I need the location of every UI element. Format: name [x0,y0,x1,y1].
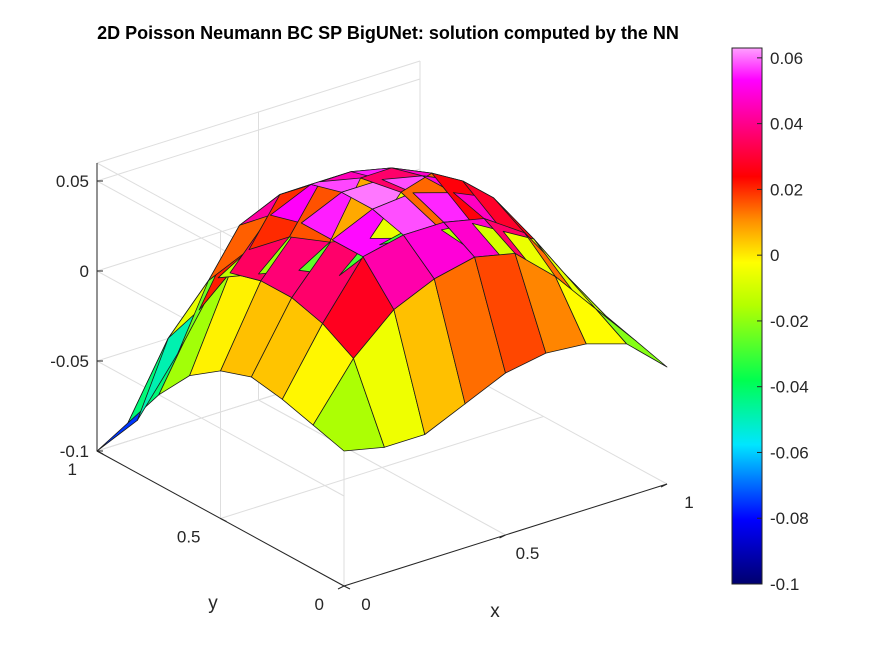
z-tick-label: -0.05 [50,352,89,371]
y-tick-label: 0.5 [177,528,201,547]
x-tick-label: 0 [361,595,370,614]
y-tick-label: 1 [68,460,77,479]
colorbar-tick-label: 0.04 [770,115,803,134]
x-axis-label: x [490,601,500,622]
colorbar-tick-label: -0.04 [770,378,809,397]
chart-title: 2D Poisson Neumann BC SP BigUNet: soluti… [97,23,679,43]
y-tick-mark [343,585,351,590]
x-tick-mark [499,534,506,539]
x-tick-mark [660,483,668,488]
x-tick-mark [337,585,345,590]
y-tick-mark [220,518,227,522]
z-tick-label: -0.1 [60,442,89,461]
colorbar-tick-label: -0.02 [770,312,809,331]
y-tick-mark [96,450,104,455]
y-tick-label: 0 [315,595,324,614]
z-tick-label: 0.05 [56,172,89,191]
colorbar: -0.1 -0.08 -0.06 -0.04 -0.02 0 0.02 0.04 0.06 [731,47,809,594]
colorbar-gradient [731,47,763,585]
colorbar-tick-label: -0.1 [770,575,799,594]
z-tick-label: 0 [80,262,89,281]
tick-labels: -0.1 -0.05 0 0.05 0 0.5 1 0 0.5 1 [50,172,693,614]
x-tick-label: 0.5 [516,544,540,563]
colorbar-tick-label: -0.06 [770,443,809,462]
colorbar-tick-label: 0.06 [770,49,803,68]
x-tick-label: 1 [684,493,693,512]
y-axis-label: y [208,593,218,614]
grid-line-y-floor [220,416,544,519]
surface-plot [96,167,668,452]
colorbar-tick-label: -0.08 [770,509,809,528]
colorbar-tick-label: 0.02 [770,180,803,199]
colorbar-tick-label: 0 [770,246,779,265]
surface-patch [595,308,668,368]
